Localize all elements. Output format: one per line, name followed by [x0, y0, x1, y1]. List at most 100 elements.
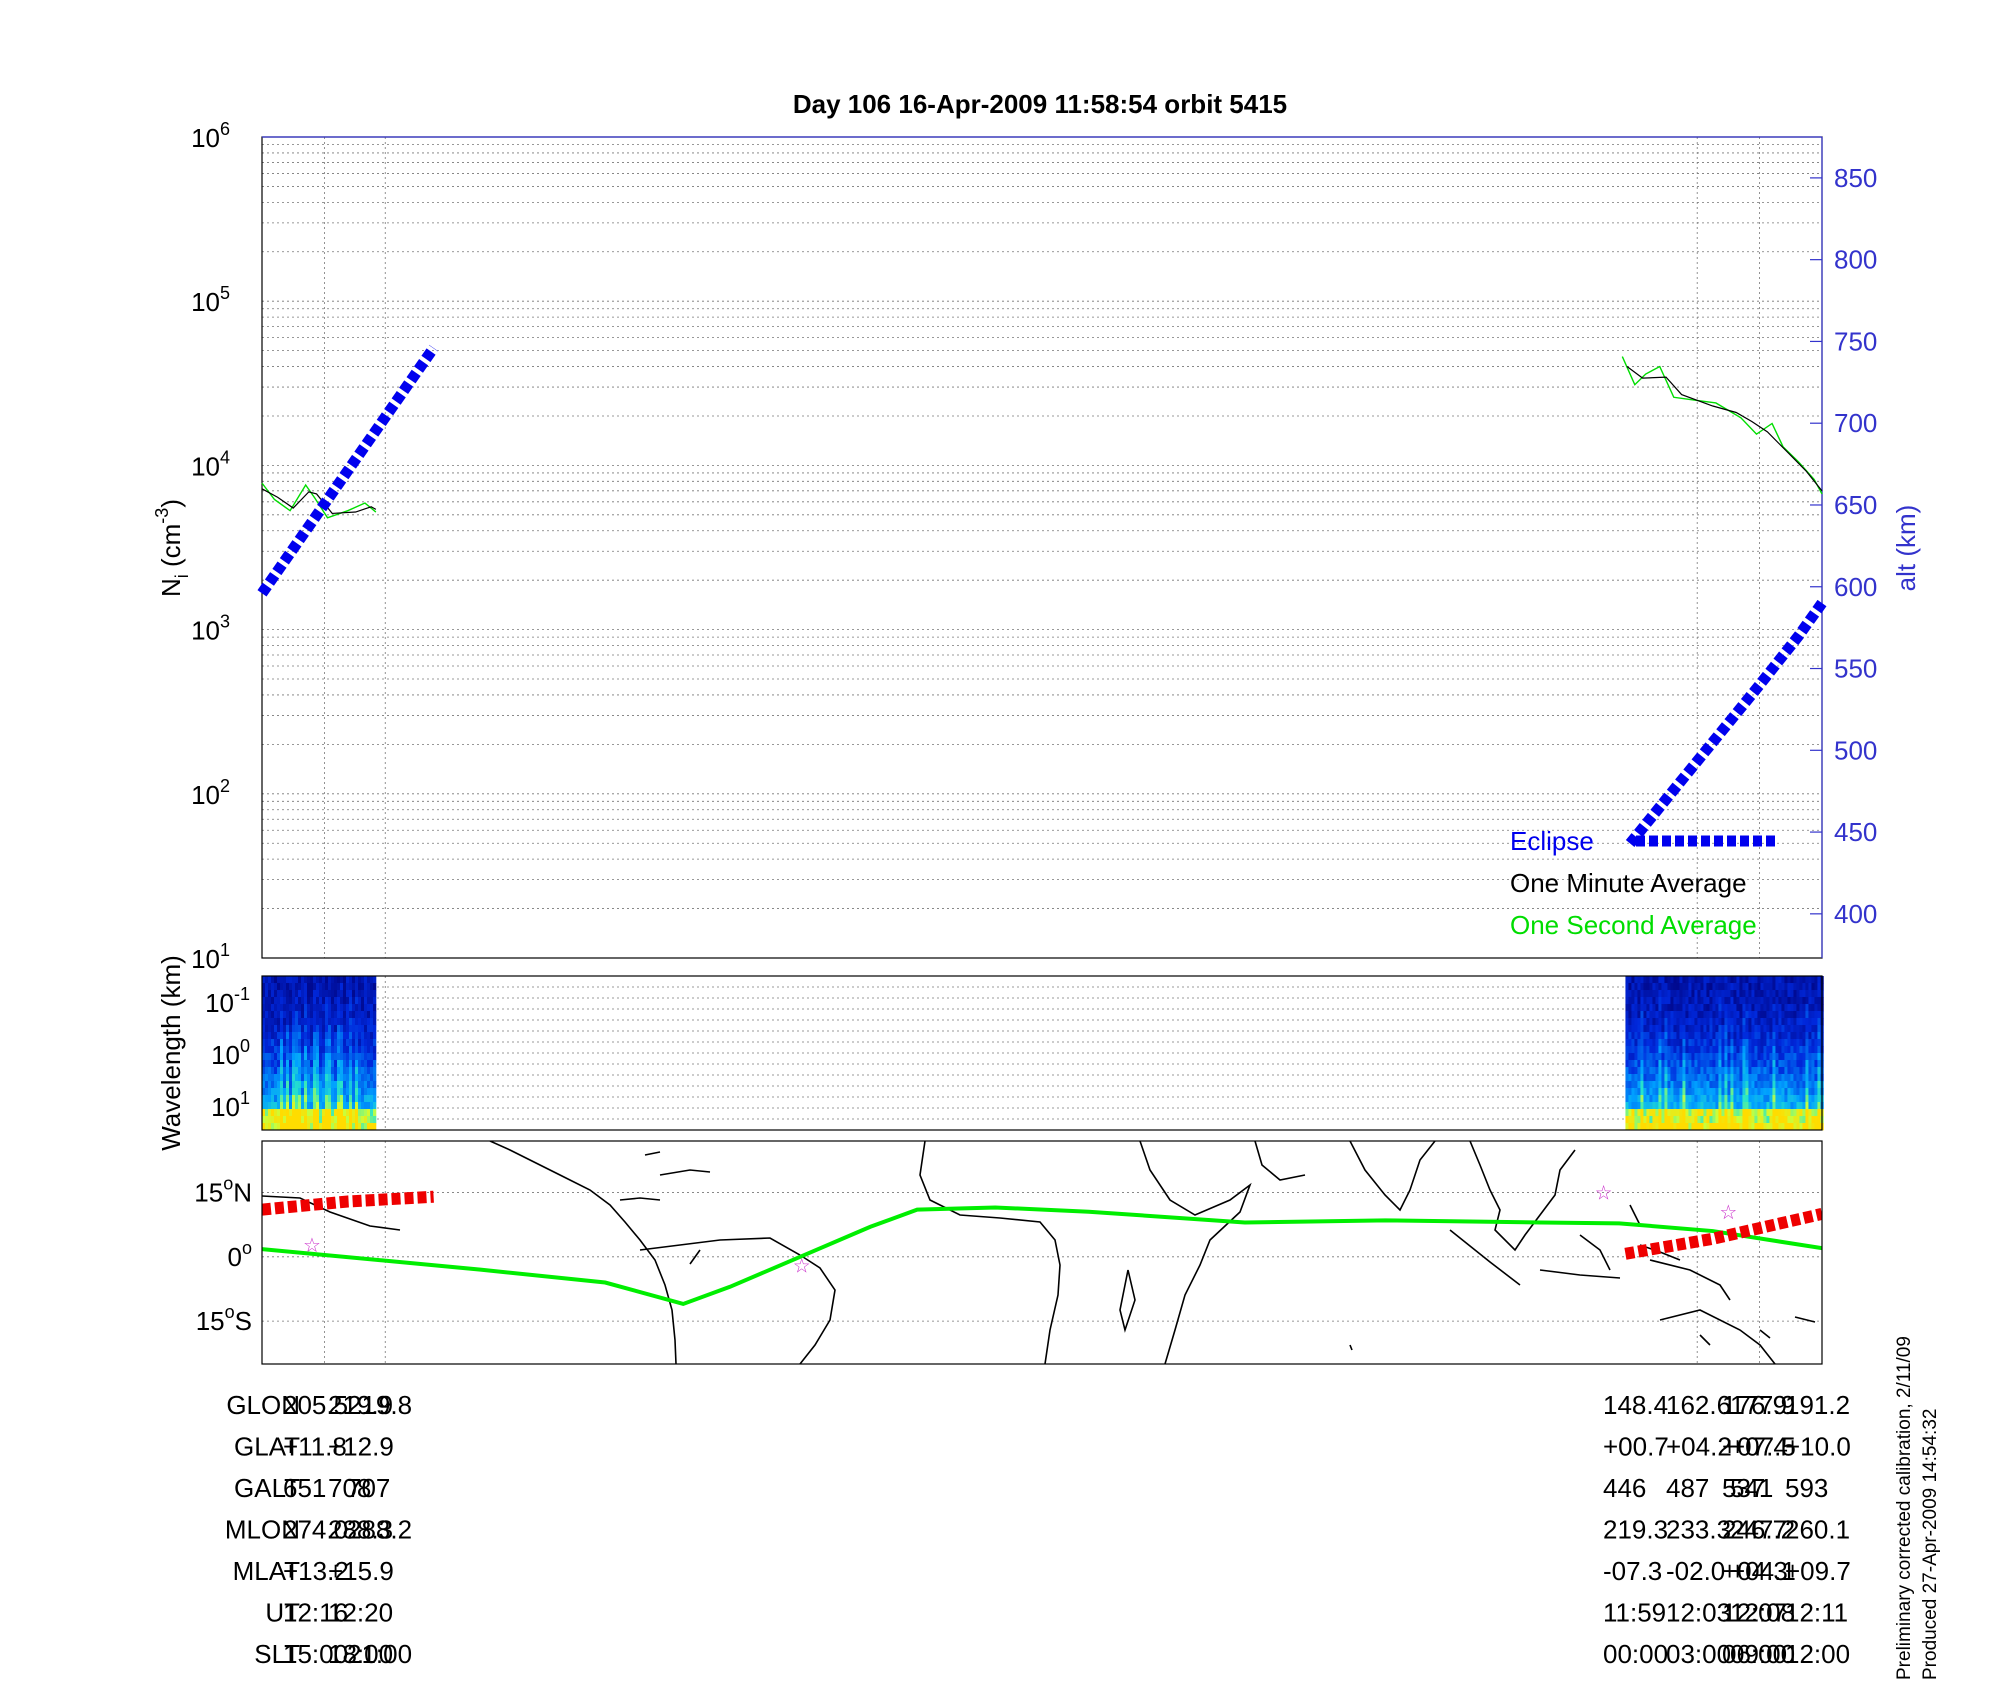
- spectrogram-cell: [1682, 1060, 1686, 1068]
- spectrogram-cell: [367, 1074, 371, 1082]
- spectrogram-cell: [1706, 1011, 1710, 1019]
- spectrogram-cell: [322, 1039, 326, 1047]
- spectrogram-cell: [1691, 1102, 1695, 1110]
- spectrogram-cell: [373, 1011, 377, 1019]
- spectrogram-cell: [1640, 1123, 1644, 1131]
- spectrogram-cell: [274, 1074, 278, 1082]
- density-series: [261, 356, 1823, 519]
- spectrogram-cell: [1691, 1088, 1695, 1096]
- spectrogram-cell: [1700, 1109, 1704, 1117]
- spectrogram-cell: [316, 1074, 320, 1082]
- spectrogram-cell: [1673, 1060, 1677, 1068]
- spectrogram-cell: [307, 983, 311, 991]
- spectrogram-cell: [1817, 1081, 1821, 1089]
- spectrogram-cell: [1739, 1067, 1743, 1075]
- spectrogram-cell: [1625, 1081, 1629, 1089]
- spectrogram-cell: [274, 983, 278, 991]
- spectrogram-cell: [1787, 990, 1791, 998]
- table-cell-right: 06:00: [1722, 1639, 1787, 1669]
- altitude-tick-label: 500: [1834, 735, 1877, 765]
- spectrogram-cell: [268, 1018, 272, 1026]
- coast-arabia: [1254, 1141, 1306, 1181]
- spectrogram-cell: [307, 1025, 311, 1033]
- spectrogram-cell: [1706, 1025, 1710, 1033]
- spectrogram-cell: [1673, 1081, 1677, 1089]
- spectrogram-cell: [1793, 1032, 1797, 1040]
- spectrogram-cell: [1694, 1032, 1698, 1040]
- spectrogram-cell: [1685, 1032, 1689, 1040]
- spectrogram-cell: [328, 1067, 332, 1075]
- spectrogram-cell: [1736, 1032, 1740, 1040]
- table-row-label: GLON: [226, 1390, 300, 1420]
- spectrogram-cell: [280, 976, 284, 984]
- spectrogram-cell: [1700, 1039, 1704, 1047]
- spectrogram-cell: [1637, 997, 1641, 1005]
- spectrogram-cell: [1658, 997, 1662, 1005]
- spectrogram-cell: [301, 1039, 305, 1047]
- spectrogram-cell: [268, 983, 272, 991]
- spectrogram-cell: [1652, 1046, 1656, 1054]
- spectrogram-cell: [1796, 1102, 1800, 1110]
- spectrogram-cell: [331, 1032, 335, 1040]
- spectrogram-cell: [373, 1067, 377, 1075]
- spectrogram-cell: [373, 990, 377, 998]
- spectrogram-cell: [1748, 1102, 1752, 1110]
- spectrogram-cell: [1649, 976, 1653, 984]
- spectrogram-cell: [322, 1060, 326, 1068]
- spectrogram-cell: [349, 1116, 353, 1124]
- spectrogram-cell: [1790, 1032, 1794, 1040]
- spectrogram-cell: [337, 1004, 341, 1012]
- spectrogram-cell: [268, 990, 272, 998]
- spectrogram-cell: [1763, 1053, 1767, 1061]
- spectrogram-cell: [1796, 1060, 1800, 1068]
- spectrogram-cell: [334, 1053, 338, 1061]
- spectrogram-cell: [1775, 1074, 1779, 1082]
- spectrogram-cell: [1751, 1060, 1755, 1068]
- table-cell-right: 593: [1785, 1473, 1828, 1503]
- spectrogram-cell: [1670, 1095, 1674, 1103]
- spectrogram-cell: [307, 997, 311, 1005]
- spectrogram-cell: [262, 1102, 266, 1110]
- spectrogram-cell: [1724, 1060, 1728, 1068]
- spectrogram-cell: [1772, 1060, 1776, 1068]
- spectrogram-cell: [1640, 1060, 1644, 1068]
- spectrogram-cell: [1769, 1102, 1773, 1110]
- spectrogram-cell: [1712, 997, 1716, 1005]
- spectrogram-cell: [316, 1004, 320, 1012]
- spectrogram-cell: [322, 1102, 326, 1110]
- spectrogram-cell: [1718, 1067, 1722, 1075]
- spectrogram-cell: [1715, 1046, 1719, 1054]
- spectrogram-cell: [349, 1109, 353, 1117]
- spectrogram-cell: [1808, 1109, 1812, 1117]
- spectrogram-cell: [370, 1123, 374, 1131]
- table-cell-left: +15.9: [328, 1556, 394, 1586]
- spectrogram-cell: [1772, 983, 1776, 991]
- spectrogram-cell: [1664, 990, 1668, 998]
- spectrogram-cell: [1757, 1018, 1761, 1026]
- spectrogram-cell: [1655, 1067, 1659, 1075]
- spectrogram-cell: [355, 990, 359, 998]
- spectrogram-cell: [310, 1039, 314, 1047]
- spectrogram-cell: [1781, 1004, 1785, 1012]
- altitude-tick-label: 850: [1834, 163, 1877, 193]
- altitude-line: [257, 344, 439, 597]
- spectrogram-cell: [1694, 1053, 1698, 1061]
- spectrogram-cell: [310, 1116, 314, 1124]
- spectrogram-cell: [1667, 983, 1671, 991]
- spectrogram-cell: [1724, 1046, 1728, 1054]
- spectrogram-cell: [274, 1060, 278, 1068]
- spectrogram-cell: [1634, 1011, 1638, 1019]
- table-row-label: GLAT: [234, 1432, 300, 1462]
- spectrogram-cell: [1703, 1088, 1707, 1096]
- spectrogram-cell: [1670, 1018, 1674, 1026]
- spectrogram-cell: [1703, 1032, 1707, 1040]
- spectrogram-cell: [1676, 1018, 1680, 1026]
- spectrogram-cell: [1646, 976, 1650, 984]
- spectrogram-cell: [343, 1018, 347, 1026]
- coast-mexico: [262, 1141, 677, 1364]
- spectrogram-cell: [1712, 1039, 1716, 1047]
- spectrogram-cell: [1688, 1074, 1692, 1082]
- spectrogram-cell: [1649, 1081, 1653, 1089]
- spectrogram-cell: [307, 1046, 311, 1054]
- spectrogram-cell: [352, 1060, 356, 1068]
